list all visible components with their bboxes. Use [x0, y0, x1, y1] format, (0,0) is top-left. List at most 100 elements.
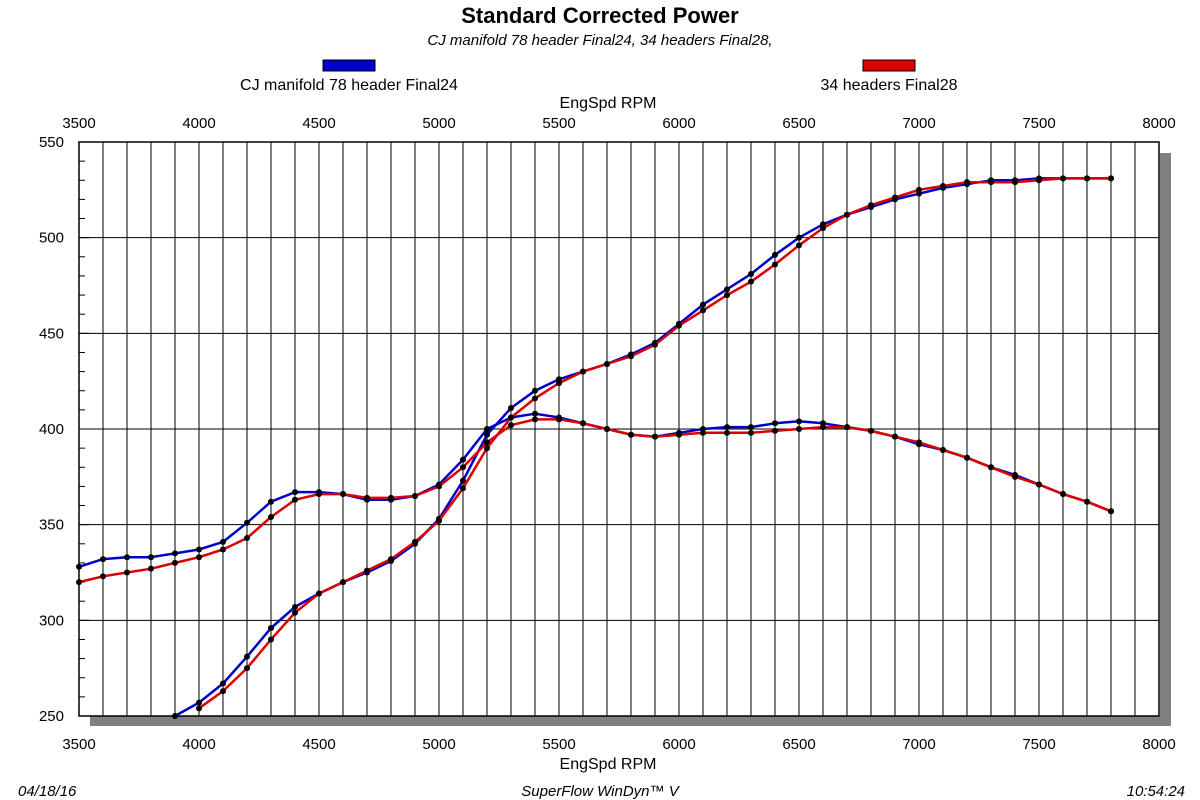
- x-tick-label-bottom: 4500: [302, 736, 335, 753]
- series-2-point: [124, 569, 130, 576]
- series-1-point: [196, 546, 202, 553]
- series-2-point: [868, 427, 874, 434]
- series-2-point: [700, 429, 706, 436]
- series-1-point: [76, 563, 82, 570]
- series-2-point: [844, 211, 850, 218]
- series-1-point: [700, 301, 706, 308]
- series-2-point: [484, 439, 490, 446]
- y-tick-label: 300: [39, 612, 64, 629]
- x-tick-label-bottom: 5500: [542, 736, 575, 753]
- tick-labels: 3500 3500 4000 4000 4500 4500 5000 5000 5500 5500…: [39, 115, 1176, 753]
- series-1-point: [724, 286, 730, 293]
- series-2-point: [628, 353, 634, 360]
- series-2-point: [772, 427, 778, 434]
- series-2-point: [1012, 473, 1018, 480]
- series-2-point: [340, 491, 346, 498]
- y-tick-label: 450: [39, 325, 64, 342]
- x-axis-title-bottom: EngSpd RPM: [560, 756, 657, 773]
- series-1-point: [532, 387, 538, 394]
- series-2-point: [364, 567, 370, 574]
- series-1-point: [172, 713, 178, 719]
- x-tick-label-top: 6000: [662, 115, 695, 132]
- series-2-point: [676, 322, 682, 329]
- y-tick-label: 550: [39, 134, 64, 151]
- series-2-point: [1084, 498, 1090, 505]
- x-tick-label-top: 4500: [302, 115, 335, 132]
- x-tick-label-bottom: 5000: [422, 736, 455, 753]
- series-2-point: [892, 433, 898, 440]
- series-2-point: [436, 517, 442, 524]
- series-2-point: [292, 496, 298, 503]
- series-2-point: [148, 565, 154, 572]
- series-2: [76, 175, 1114, 712]
- series-2-point: [220, 546, 226, 553]
- series-2-point: [652, 341, 658, 348]
- series-2-point: [388, 494, 394, 501]
- series-2-point: [796, 426, 802, 432]
- x-axis-title-top: EngSpd RPM: [560, 95, 657, 112]
- series-2-point: [1084, 175, 1090, 182]
- footer-software: SuperFlow WinDyn™ V: [521, 783, 680, 800]
- series-2-point: [388, 556, 394, 563]
- series-2-point: [604, 426, 610, 432]
- series-2-point: [988, 179, 994, 186]
- series-2-point: [580, 420, 586, 427]
- series-2-point: [940, 183, 946, 190]
- series-2-point: [1012, 179, 1018, 186]
- chart-title: Standard Corrected Power: [461, 3, 739, 28]
- series-2-point: [100, 573, 106, 580]
- y-tick-label: 350: [39, 517, 64, 534]
- series-1-point: [796, 418, 802, 425]
- plot-border: [78, 141, 1160, 717]
- series-1-point: [772, 251, 778, 258]
- plot-shadow-right: [1160, 153, 1171, 726]
- series-1-point: [748, 424, 754, 431]
- series-1-point: [484, 431, 490, 438]
- series-2-point: [580, 368, 586, 375]
- series-2-point: [1036, 177, 1042, 184]
- plot-shadow-bottom: [90, 716, 1171, 726]
- series-1-point: [268, 498, 274, 505]
- series-2-point: [460, 485, 466, 492]
- series-2-point: [964, 454, 970, 461]
- series-2-point: [652, 433, 658, 440]
- series-2-point: [988, 464, 994, 471]
- series-1-point: [244, 653, 250, 660]
- series-2-point: [508, 422, 514, 429]
- series-2-point: [196, 705, 202, 712]
- series-2-point: [700, 307, 706, 314]
- x-tick-label-bottom: 4000: [182, 736, 215, 753]
- series-layer: [76, 175, 1114, 719]
- series-1-point: [148, 554, 154, 561]
- series-1-point: [724, 424, 730, 431]
- y-tick-label: 400: [39, 421, 64, 438]
- x-tick-label-top: 3500: [62, 115, 95, 132]
- series-2-point: [316, 590, 322, 597]
- series-2-point: [844, 424, 850, 431]
- series-2-point: [892, 194, 898, 201]
- series-2-point: [820, 424, 826, 431]
- series-1-point: [772, 420, 778, 427]
- x-tick-label-bottom: 6500: [782, 736, 815, 753]
- y-tick-label: 250: [39, 708, 64, 725]
- series-2-point: [460, 464, 466, 471]
- legend-swatch-series-1: [322, 59, 376, 72]
- series-2-point: [364, 494, 370, 501]
- legend-swatch-series-2: [862, 59, 916, 72]
- series-1-point: [796, 234, 802, 241]
- series-1-point: [484, 426, 490, 432]
- series-2-point: [76, 579, 82, 586]
- x-tick-label-top: 5000: [422, 115, 455, 132]
- series-2-point: [556, 380, 562, 387]
- chart-subtitle: CJ manifold 78 header Final24, 34 header…: [427, 32, 772, 49]
- series-2-point: [628, 431, 634, 438]
- series-2-point: [916, 439, 922, 446]
- series-1-point: [124, 554, 130, 561]
- x-tick-label-top: 7500: [1022, 115, 1055, 132]
- series-2-point: [1060, 175, 1066, 182]
- series-2-point: [964, 179, 970, 186]
- series-2-point: [508, 414, 514, 421]
- series-1-point: [268, 624, 274, 631]
- series-2-point: [172, 559, 178, 566]
- series-2-point: [820, 225, 826, 232]
